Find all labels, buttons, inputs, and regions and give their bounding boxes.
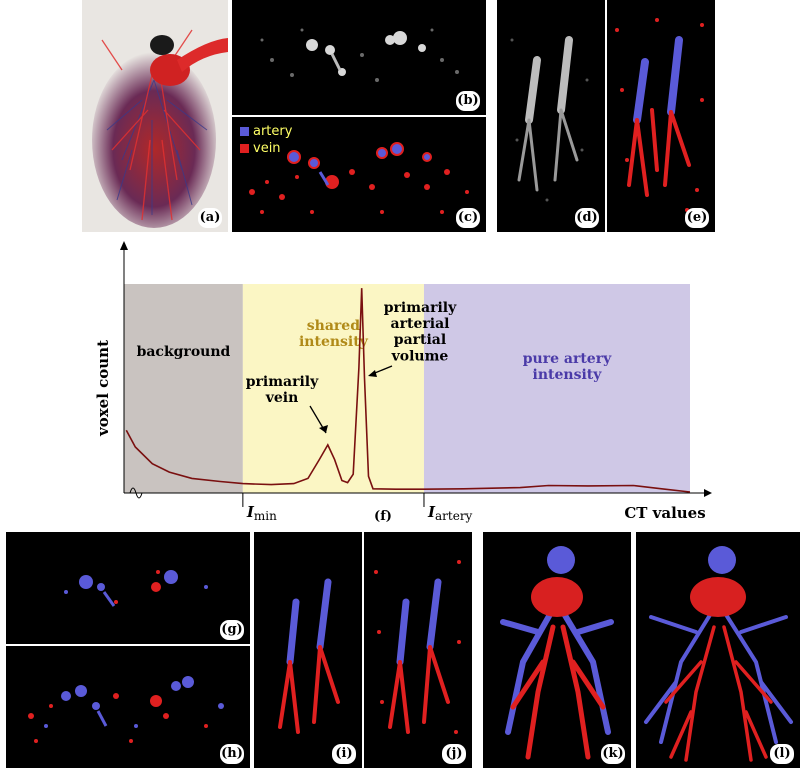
annotation-primarily-vein: primarily vein <box>246 374 319 406</box>
x-axis-arrow <box>704 489 712 497</box>
panel-d-grayscale-projection: (d) <box>497 0 605 232</box>
legend-vein: vein <box>240 140 292 157</box>
panel-label-i: (i) <box>332 744 356 764</box>
panel-label-f: (f) <box>374 509 392 524</box>
panel-label-d: (d) <box>575 208 599 228</box>
region-label-2: pure artery intensity <box>523 351 612 383</box>
region-label-1: shared intensity <box>299 318 369 350</box>
slice-result-image-g <box>64 570 208 607</box>
panel-g-slice-result: (g) <box>6 532 250 644</box>
region-band-2 <box>423 284 690 493</box>
panel-i-projection-result: (i) <box>254 532 362 768</box>
arrow-vein-head <box>319 425 328 433</box>
arrow-artery-head <box>368 370 377 377</box>
artery-vein-legend: artery vein <box>240 123 292 157</box>
panel-label-c: (c) <box>456 208 480 228</box>
3d-rendering-image-l <box>644 546 793 762</box>
histogram-curve <box>125 288 691 493</box>
panel-label-j: (j) <box>442 744 466 764</box>
panel-c-labeled-slice: artery vein (c) <box>232 117 486 232</box>
region-band-0 <box>124 284 243 493</box>
region-label-0: background <box>137 344 231 360</box>
panel-label-k: (k) <box>601 744 625 764</box>
projection-result-image-j <box>374 560 461 734</box>
labeled-projection-image <box>615 18 704 212</box>
histogram-chart: background shared intensity pure artery inte… <box>90 238 720 538</box>
panel-label-e: (e) <box>685 208 709 228</box>
panel-label-a: (a) <box>198 208 222 228</box>
panel-a-cast-photo: (a) <box>82 0 228 232</box>
legend-vein-label: vein <box>253 141 281 156</box>
slice-result-image-h <box>28 676 224 743</box>
annotation-arterial-partial-volume: primarily arterial partial volume <box>384 300 457 364</box>
panel-h-slice-result: (h) <box>6 646 250 768</box>
histogram-svg: background shared intensity pure artery inte… <box>94 241 712 524</box>
panel-label-g: (g) <box>220 620 244 640</box>
y-axis-arrow <box>120 241 128 250</box>
panel-label-h: (h) <box>220 744 244 764</box>
panel-j-projection-result: (j) <box>364 532 472 768</box>
grayscale-projection-image <box>510 36 589 202</box>
artery-swatch <box>240 127 249 136</box>
panel-e-labeled-projection: (e) <box>607 0 715 232</box>
panel-label-b: (b) <box>456 91 480 111</box>
legend-artery-label: artery <box>253 124 293 139</box>
lung-cast-image <box>92 29 228 228</box>
threshold-label-0: Imin <box>246 503 277 523</box>
x-axis-break <box>129 487 143 499</box>
legend-artery: artery <box>240 123 292 140</box>
panel-b-ct-slice: (b) <box>232 0 486 115</box>
labeled-slice-image <box>249 142 469 214</box>
threshold-label-1: Iartery <box>427 503 473 523</box>
y-axis-label: voxel count <box>94 340 112 437</box>
panel-l-3d-rendering: (l) <box>636 532 800 768</box>
ct-slice-image <box>260 28 459 82</box>
x-axis-label: CT values <box>624 504 705 522</box>
panel-label-l: (l) <box>770 744 794 764</box>
panel-k-3d-rendering: (k) <box>483 532 631 768</box>
vein-swatch <box>240 144 249 153</box>
projection-result-image-i <box>278 578 340 734</box>
3d-rendering-image-k <box>500 546 614 760</box>
